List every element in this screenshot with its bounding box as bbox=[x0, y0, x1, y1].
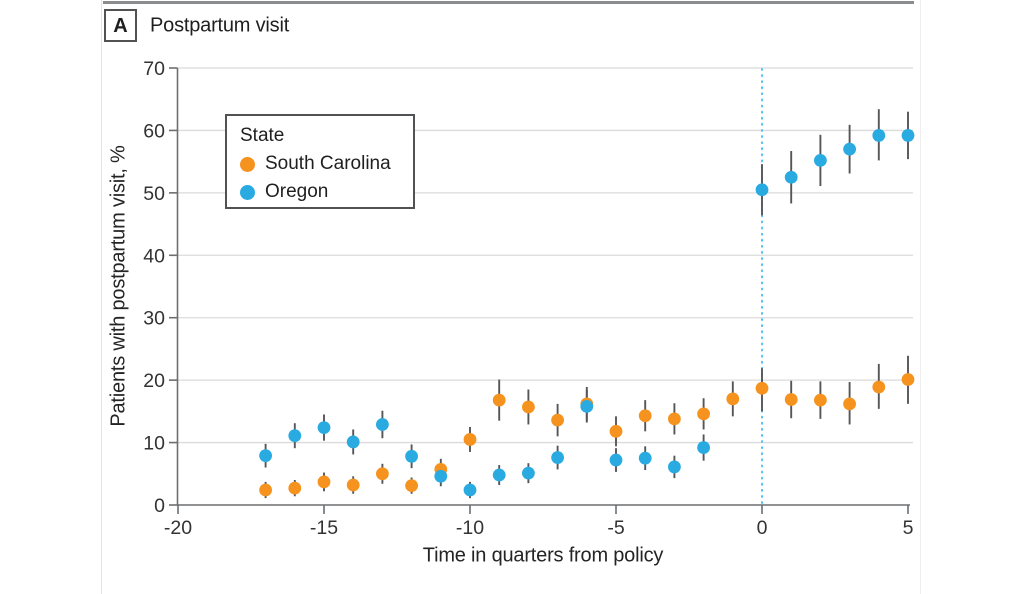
data-point bbox=[901, 129, 915, 142]
data-point bbox=[346, 478, 360, 492]
figure-top-rule bbox=[103, 1, 914, 4]
x-tick-label: -20 bbox=[164, 517, 192, 539]
data-point bbox=[492, 393, 506, 407]
x-tick-label: -15 bbox=[310, 517, 338, 539]
x-tick-label: 5 bbox=[903, 517, 914, 539]
panel-letter-badge: A bbox=[104, 9, 137, 42]
data-point bbox=[784, 393, 798, 406]
data-point bbox=[901, 373, 915, 386]
y-tick-label: 0 bbox=[154, 495, 165, 517]
data-point bbox=[843, 142, 856, 156]
data-point bbox=[288, 429, 302, 443]
y-tick-label: 40 bbox=[143, 245, 165, 267]
y-tick-label: 20 bbox=[143, 370, 165, 392]
x-tick-label: -10 bbox=[456, 517, 484, 539]
data-point bbox=[872, 129, 886, 142]
data-point bbox=[668, 412, 681, 426]
x-tick-label: 0 bbox=[757, 517, 768, 539]
data-point bbox=[346, 435, 360, 449]
x-tick-label: -5 bbox=[607, 517, 624, 539]
y-tick-label: 50 bbox=[143, 183, 165, 205]
y-axis-label: Patients with postpartum visit, % bbox=[107, 145, 130, 427]
legend-item-oregon: Oregon bbox=[240, 181, 413, 203]
data-point bbox=[580, 399, 594, 413]
legend-item-south-carolina: South Carolina bbox=[240, 153, 413, 175]
data-point bbox=[755, 381, 769, 395]
data-point bbox=[317, 421, 331, 434]
data-point bbox=[463, 483, 477, 497]
data-point bbox=[668, 460, 681, 474]
x-axis-label: Time in quarters from policy bbox=[422, 544, 664, 567]
data-point bbox=[376, 418, 389, 431]
y-tick-label: 70 bbox=[143, 58, 165, 80]
legend-swatch-icon bbox=[240, 156, 255, 172]
data-point bbox=[434, 469, 448, 483]
data-point bbox=[492, 468, 506, 482]
legend-item-label: Oregon bbox=[265, 181, 329, 202]
data-point bbox=[259, 449, 272, 463]
data-point bbox=[609, 453, 623, 467]
axes: 0 10 20 30 40 50 60 70 -20 -15 -10 -5 0 5 bbox=[143, 58, 913, 539]
legend-title: State bbox=[240, 125, 285, 146]
legend-swatch-icon bbox=[240, 184, 255, 200]
legend-item-label: South Carolina bbox=[265, 153, 391, 174]
data-point bbox=[522, 466, 535, 480]
data-point bbox=[259, 483, 272, 497]
data-point bbox=[814, 153, 827, 167]
data-point bbox=[551, 413, 564, 427]
data-point bbox=[551, 451, 564, 464]
data-point bbox=[609, 424, 623, 438]
data-point bbox=[405, 449, 418, 463]
y-tick-label: 30 bbox=[143, 308, 165, 330]
data-point bbox=[288, 481, 302, 495]
data-point bbox=[726, 392, 740, 406]
data-point bbox=[755, 183, 769, 197]
data-point bbox=[376, 467, 389, 481]
page-left-edge-line bbox=[101, 0, 102, 594]
data-point bbox=[522, 400, 535, 414]
data-point bbox=[463, 433, 477, 446]
data-point bbox=[814, 393, 827, 407]
data-point bbox=[784, 170, 798, 184]
data-point bbox=[872, 380, 886, 394]
data-point bbox=[638, 451, 652, 465]
data-point bbox=[317, 475, 331, 489]
legend-box: State South Carolina Oregon bbox=[225, 114, 415, 209]
data-point bbox=[697, 407, 710, 421]
page-right-edge-line bbox=[920, 0, 921, 594]
data-point bbox=[843, 397, 856, 411]
y-tick-label: 60 bbox=[143, 120, 165, 142]
legend-items: South Carolina Oregon bbox=[240, 153, 413, 203]
y-tick-label: 10 bbox=[143, 433, 165, 455]
series-oregon bbox=[259, 129, 915, 497]
data-point bbox=[697, 441, 710, 454]
data-point bbox=[638, 409, 652, 423]
figure-title: Postpartum visit bbox=[150, 14, 290, 37]
series-south-carolina bbox=[259, 373, 915, 497]
data-point bbox=[405, 479, 418, 493]
